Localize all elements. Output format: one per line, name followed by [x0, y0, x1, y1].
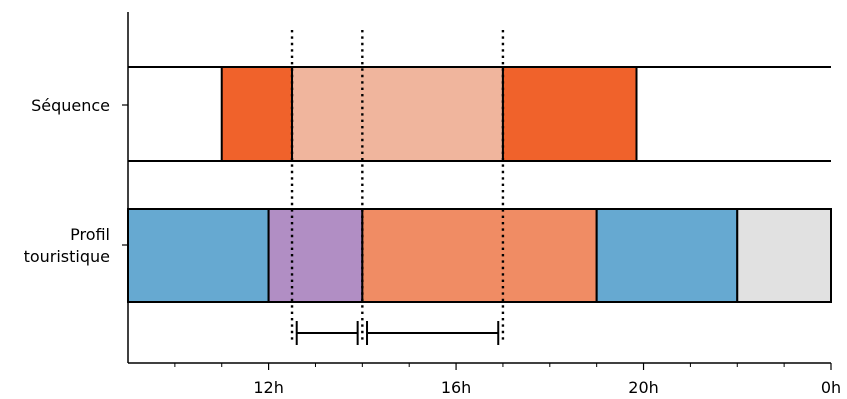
sequence-segment-1	[291, 66, 504, 162]
x-tick-label-2: 20h	[628, 378, 659, 397]
profile-segment-2	[361, 208, 598, 303]
sequence-label-line-0: Séquence	[31, 96, 110, 115]
profile-label-line-1: touristique	[24, 247, 110, 266]
profile-segment-0	[127, 208, 270, 303]
x-tick-label-1: 16h	[441, 378, 472, 397]
segments-layer	[127, 66, 832, 303]
x-tick-label-3: 0h	[821, 378, 841, 397]
profile-segment-1	[267, 208, 364, 303]
x-tick-label-0: 12h	[253, 378, 284, 397]
profile-label-line-0: Profil	[70, 225, 110, 244]
sequence-segment-2	[501, 66, 638, 162]
axes	[122, 12, 832, 370]
row-borders	[128, 66, 831, 303]
sequence-segment-0	[220, 66, 294, 162]
dotted-markers	[290, 30, 505, 343]
profile-segment-4	[736, 208, 832, 303]
interval-markers	[295, 321, 500, 345]
profile-segment-3	[595, 208, 739, 303]
labels: Séquence Profil touristique 12h 16h 20h 0h	[24, 96, 842, 397]
